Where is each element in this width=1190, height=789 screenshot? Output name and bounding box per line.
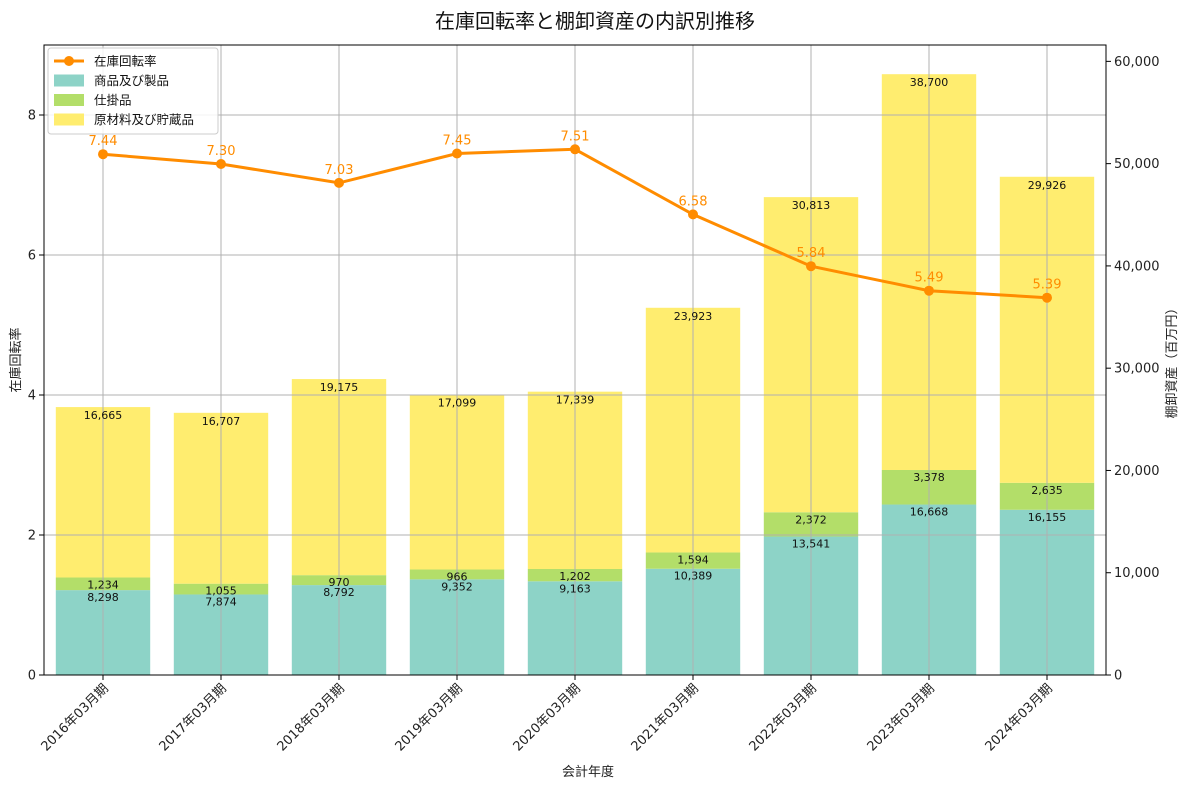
bar-value-label: 10,389 <box>674 570 713 583</box>
turnover-rate-point <box>98 149 108 160</box>
bar-value-label: 966 <box>447 570 468 583</box>
legend-color-swatch <box>54 74 84 87</box>
legend-entry-label: 商品及び製品 <box>94 73 169 88</box>
bar-value-label: 16,668 <box>910 506 949 519</box>
right-tick-label: 20,000 <box>1114 464 1160 479</box>
turnover-rate-label: 7.30 <box>207 144 236 159</box>
right-tick-label: 0 <box>1114 669 1122 684</box>
bar-value-label: 9,352 <box>441 580 473 593</box>
left-tick-label: 0 <box>28 669 36 684</box>
legend-entry-label: 在庫回転率 <box>94 54 157 69</box>
grid-lines <box>44 45 1106 676</box>
bar-value-label: 16,155 <box>1028 511 1067 524</box>
bar-value-label: 1,234 <box>87 579 119 592</box>
x-tick-label: 2023年03月期 <box>865 681 938 754</box>
legend-entry-label: 原材料及び貯蔵品 <box>94 112 194 127</box>
legend-entry-label: 仕掛品 <box>94 93 132 108</box>
turnover-rate-point <box>688 209 698 220</box>
turnover-rate-label: 5.49 <box>915 271 944 286</box>
x-tick-label: 2018年03月期 <box>275 681 348 754</box>
bar-value-label: 16,707 <box>202 415 241 428</box>
turnover-rate-label: 7.44 <box>89 134 118 149</box>
turnover-rate-label: 7.45 <box>443 134 472 149</box>
legend-box <box>47 47 219 135</box>
bar-value-label: 23,923 <box>674 310 713 323</box>
bar-value-label: 7,874 <box>205 595 237 608</box>
chart-title: 在庫回転率と棚卸資産の内訳別推移 <box>435 9 755 33</box>
bar-value-label: 970 <box>329 576 350 589</box>
bar-value-label: 9,163 <box>559 582 591 595</box>
turnover-line: 7.44 7.30 7.03 7.45 7.51 6.58 5.84 5.49 5.39 <box>89 129 1062 303</box>
turnover-rate-point <box>334 177 344 188</box>
left-tick-label: 6 <box>28 249 36 264</box>
x-axis-label: 会計年度 <box>562 764 614 780</box>
x-tick-label: 2022年03月期 <box>747 681 820 754</box>
right-tick-label: 50,000 <box>1114 157 1160 172</box>
x-tick-label: 2021年03月期 <box>629 681 702 754</box>
bar-value-label: 1,594 <box>677 553 709 566</box>
left-y-axis-label: 在庫回転率 <box>8 327 24 392</box>
bar-value-label: 1,055 <box>205 585 237 598</box>
bar-value-label: 13,541 <box>792 538 831 551</box>
x-tick-label: 2019年03月期 <box>393 681 466 754</box>
x-tick-label: 2020年03月期 <box>511 681 584 754</box>
turnover-rate-point <box>924 285 934 296</box>
bar-value-label: 1,202 <box>559 570 591 583</box>
legend-marker-swatch <box>64 56 74 66</box>
bar-value-label: 2,372 <box>795 513 827 526</box>
turnover-rate-point <box>1042 292 1052 303</box>
bar-value-label: 8,298 <box>87 591 119 604</box>
bar-value-label: 19,175 <box>320 381 359 394</box>
turnover-rate-label: 5.39 <box>1033 278 1062 293</box>
x-tick-label: 2024年03月期 <box>983 681 1056 754</box>
bar-value-label: 17,099 <box>438 397 477 410</box>
left-tick-label: 2 <box>28 529 36 544</box>
turnover-rate-label: 6.58 <box>679 194 708 209</box>
turnover-rate-point <box>806 261 816 272</box>
left-tick-label: 8 <box>28 109 36 124</box>
turnover-rate-point <box>570 144 580 155</box>
x-tick-label: 2017年03月期 <box>157 681 230 754</box>
turnover-rate-label: 7.51 <box>561 129 590 144</box>
turnover-rate-label: 7.03 <box>325 163 354 178</box>
bar-value-label: 2,635 <box>1031 484 1063 497</box>
right-tick-label: 10,000 <box>1114 566 1160 581</box>
right-tick-label: 40,000 <box>1114 259 1160 274</box>
left-tick-label: 4 <box>28 389 36 404</box>
legend-color-swatch <box>54 94 84 106</box>
right-tick-label: 60,000 <box>1114 55 1160 70</box>
bar-value-label: 17,339 <box>556 394 595 407</box>
bar-value-label: 8,792 <box>323 586 355 599</box>
legend-color-swatch <box>54 113 84 126</box>
right-y-axis-label: 棚卸資産（百万円） <box>1164 301 1180 418</box>
turnover-rate-point <box>452 148 462 159</box>
right-tick-label: 30,000 <box>1114 362 1160 377</box>
x-tick-label: 2016年03月期 <box>39 681 112 754</box>
bar-value-label: 38,700 <box>910 76 949 89</box>
bar-value-label: 16,665 <box>84 409 123 422</box>
bar-value-label: 29,926 <box>1028 179 1067 192</box>
bar-value-label: 3,378 <box>913 471 945 484</box>
turnover-rate-point <box>216 159 226 169</box>
turnover-rate-label: 5.84 <box>797 246 826 261</box>
bar-value-label: 30,813 <box>792 199 831 212</box>
